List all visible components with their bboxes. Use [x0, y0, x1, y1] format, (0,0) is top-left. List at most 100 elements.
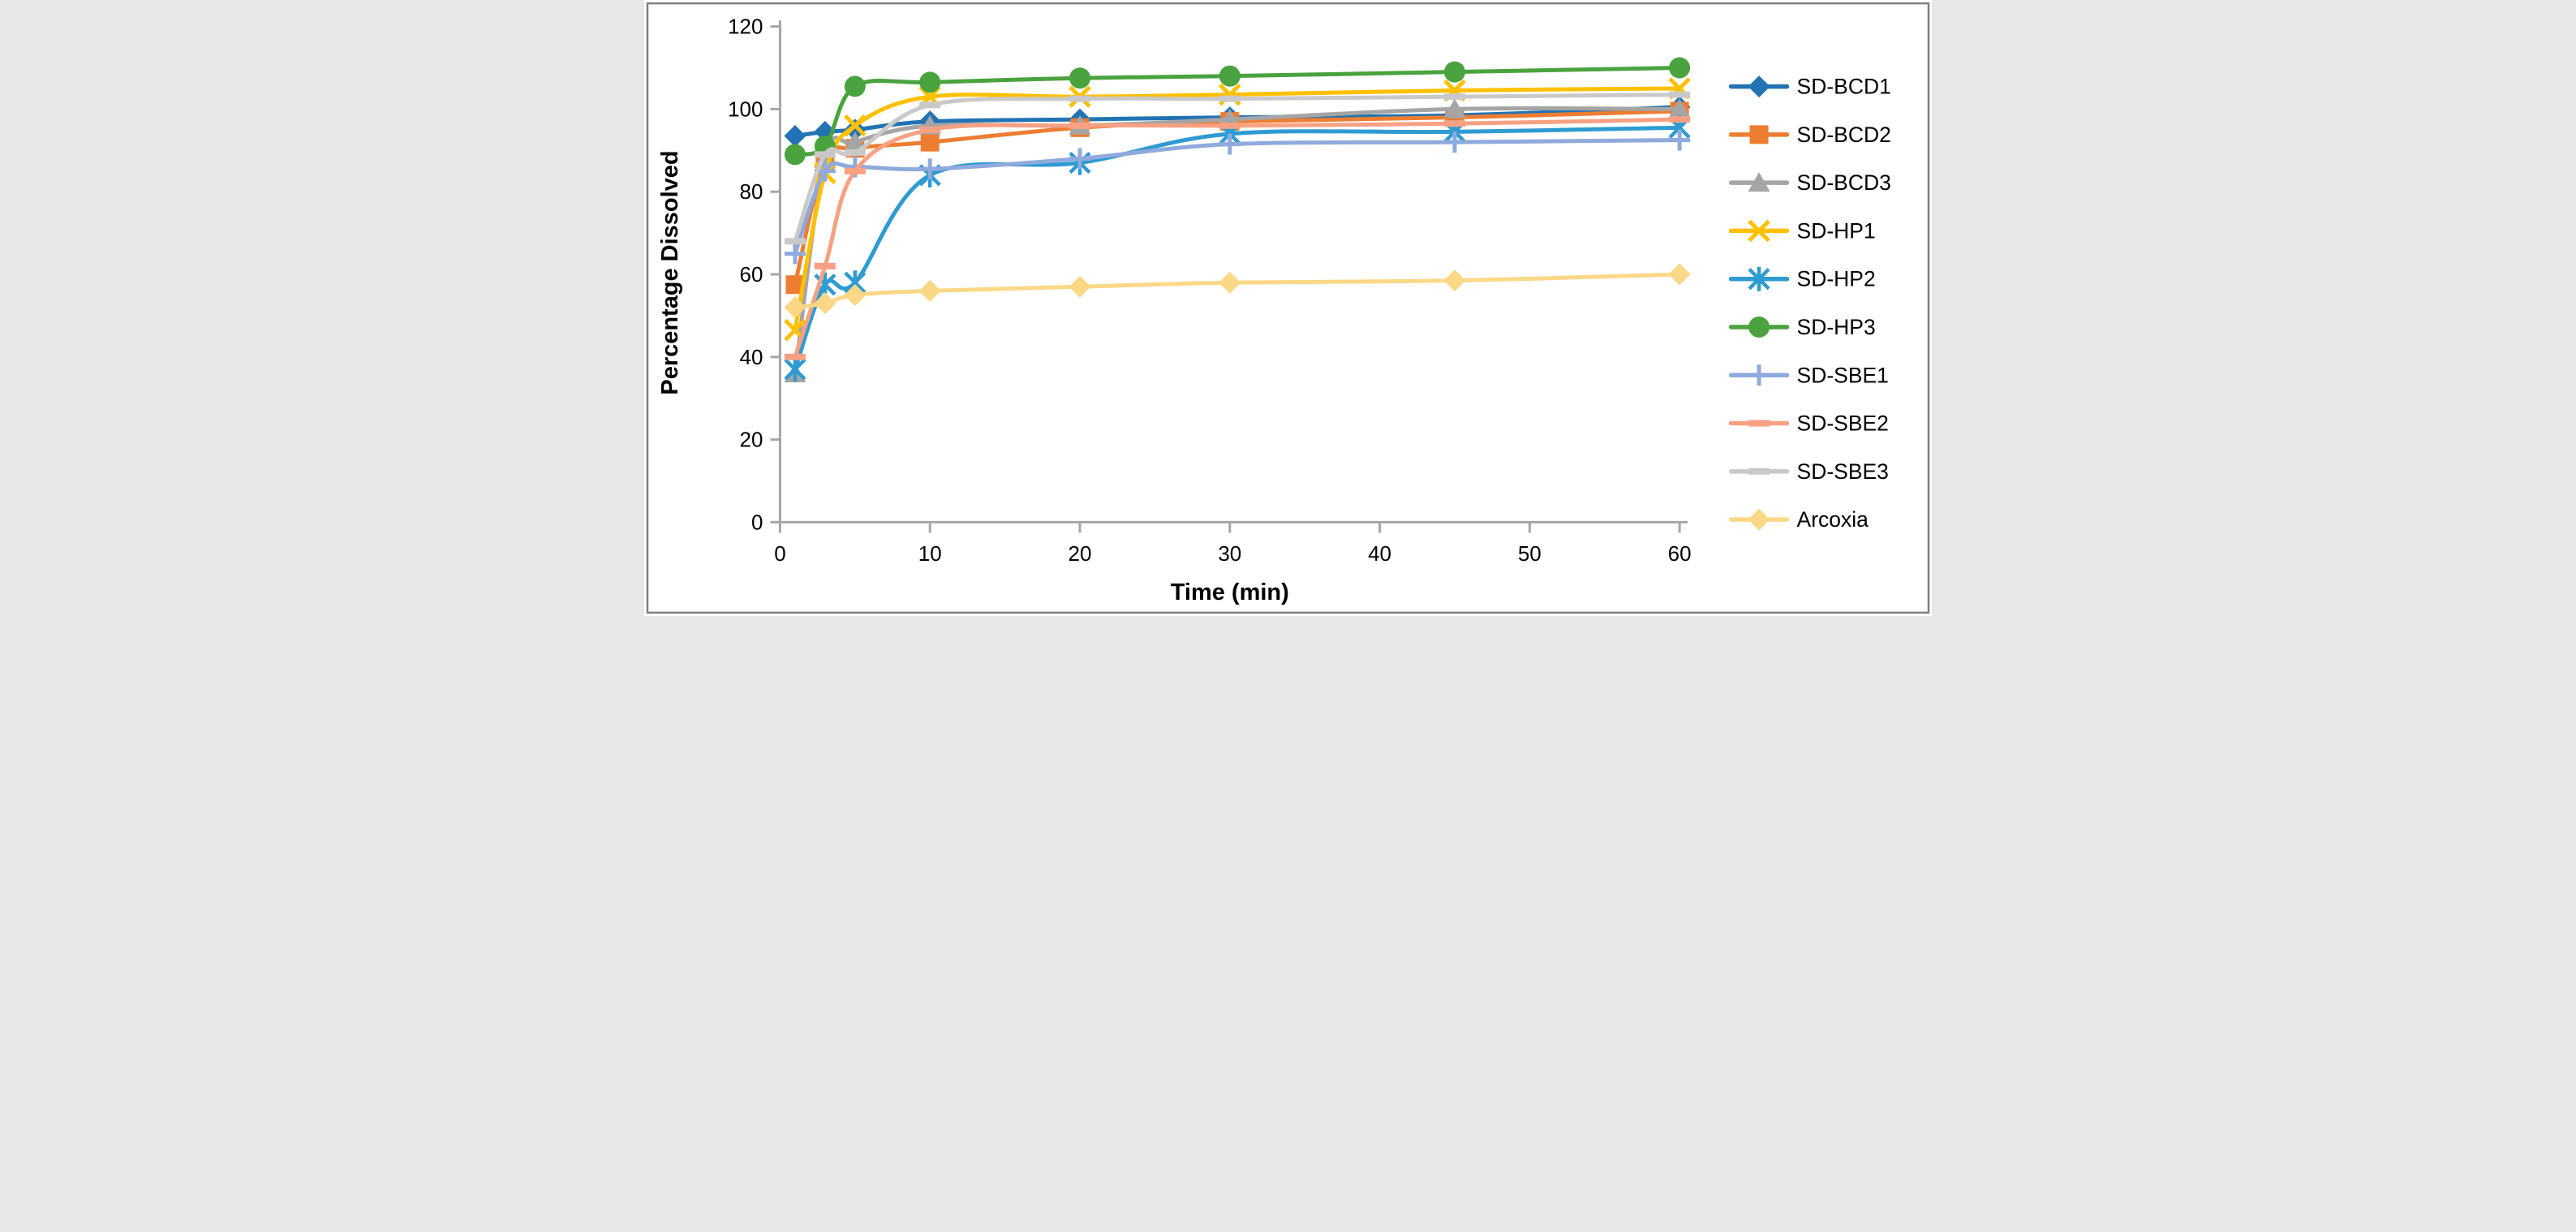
- legend-item-sd-bcd3: SD-BCD3: [1728, 170, 1891, 195]
- series-line: [793, 105, 1682, 138]
- asterisk-marker: [784, 357, 806, 382]
- legend-item-sd-sbe3: SD-SBE3: [1728, 459, 1889, 484]
- legend-label: SD-SBE1: [1797, 363, 1889, 387]
- square-marker: [920, 132, 940, 152]
- legend-item-arcoxia: Arcoxia: [1728, 507, 1869, 532]
- triangle-marker: [1748, 172, 1770, 192]
- plus-marker: [1219, 133, 1241, 155]
- series-arcoxia: [784, 263, 1691, 319]
- circle-marker: [1748, 316, 1770, 338]
- series-sd-hp3: [784, 57, 1691, 166]
- diamond-marker: [814, 292, 836, 315]
- diamond-marker: [784, 125, 806, 147]
- legend-item-sd-sbe1: SD-SBE1: [1728, 363, 1889, 387]
- dash-marker: [814, 262, 836, 269]
- dash-marker: [844, 149, 866, 156]
- dash-marker: [1748, 467, 1770, 475]
- figure-border: [646, 2, 1930, 614]
- x-marker: [844, 114, 867, 137]
- y-tick-label: 0: [751, 510, 763, 534]
- asterisk-marker: [1748, 266, 1770, 291]
- diamond-marker: [844, 118, 867, 141]
- series-line: [793, 125, 1682, 372]
- x-axis-tick-labels: 0 10 20 30 40 50 60: [774, 541, 1691, 566]
- diamond-marker: [918, 279, 941, 302]
- dash-marker: [919, 101, 941, 109]
- dash-marker: [1219, 95, 1241, 102]
- legend-label: SD-HP1: [1797, 218, 1876, 243]
- circle-marker: [784, 144, 806, 166]
- y-tick-label: 60: [740, 262, 763, 286]
- plus-marker: [1748, 364, 1770, 386]
- dash-marker: [1069, 122, 1090, 129]
- plus-marker: [1069, 148, 1090, 170]
- diamond-marker: [1748, 508, 1770, 531]
- legend-label: SD-SBE2: [1797, 411, 1889, 436]
- series-sd-sbe2: [784, 116, 1691, 360]
- legend-item-sd-sbe2: SD-SBE2: [1728, 411, 1889, 436]
- plus-marker: [1669, 129, 1691, 151]
- legend-label: Arcoxia: [1797, 507, 1869, 532]
- plot-canvas: 0 20 40 60 80 100 120 0 10 20 30 40 50 60 Percentage…: [646, 2, 1930, 614]
- legend: SD-BCD1 SD-BCD2 SD-BCD3 SD-HP1 SD-HP2 SD-HP3 S…: [1728, 75, 1891, 532]
- legend-label: SD-SBE3: [1797, 459, 1889, 484]
- x-tick-label: 60: [1668, 541, 1692, 566]
- legend-item-sd-bcd2: SD-BCD2: [1728, 123, 1891, 147]
- y-tick-label: 40: [740, 345, 763, 369]
- series-line: [793, 272, 1682, 310]
- dash-marker: [1748, 420, 1770, 427]
- x-tick-label: 50: [1518, 541, 1542, 566]
- dash-marker: [844, 167, 866, 174]
- dash-marker: [784, 238, 806, 245]
- dash-marker: [1069, 95, 1090, 102]
- legend-label: SD-BCD3: [1797, 170, 1891, 195]
- diamond-marker: [1443, 269, 1466, 292]
- dash-marker: [784, 353, 806, 360]
- axes: [770, 20, 1688, 533]
- dissolution-chart-figure: 0 20 40 60 80 100 120 0 10 20 30 40 50 60 Percentage…: [644, 0, 1932, 616]
- x-tick-label: 10: [918, 541, 942, 566]
- dash-marker: [919, 126, 941, 133]
- y-axis-title: Percentage Dissolved: [657, 150, 683, 394]
- series-sd-sbe1: [784, 129, 1691, 265]
- series-line: [793, 117, 1682, 360]
- legend-label: SD-HP2: [1797, 267, 1876, 291]
- dash-marker: [1669, 91, 1691, 98]
- diamond-marker: [1748, 75, 1770, 98]
- y-tick-label: 100: [728, 97, 763, 121]
- x-marker: [1748, 219, 1770, 243]
- dash-marker: [1219, 122, 1241, 129]
- diamond-marker: [1069, 275, 1091, 298]
- legend-item-sd-hp2: SD-HP2: [1728, 266, 1876, 291]
- legend-label: SD-HP3: [1797, 315, 1876, 339]
- triangle-marker: [844, 131, 867, 152]
- legend-item-sd-hp3: SD-HP3: [1728, 315, 1876, 339]
- dash-marker: [1443, 93, 1465, 101]
- plus-marker: [919, 158, 941, 180]
- dash-marker: [1443, 120, 1465, 127]
- legend-item-sd-bcd1: SD-BCD1: [1728, 75, 1891, 99]
- legend-label: SD-BCD2: [1797, 123, 1891, 147]
- circle-marker: [1219, 65, 1241, 87]
- diamond-marker: [1668, 263, 1691, 286]
- series-line: [793, 138, 1682, 256]
- triangle-marker: [1443, 98, 1466, 118]
- x-tick-label: 30: [1218, 541, 1241, 566]
- x-axis-title: Time (min): [1171, 579, 1289, 605]
- plus-marker: [784, 243, 806, 265]
- x-tick-label: 40: [1368, 541, 1391, 566]
- dash-marker: [1669, 116, 1691, 123]
- circle-marker: [1669, 57, 1691, 79]
- circle-marker: [844, 75, 866, 97]
- diamond-marker: [784, 296, 806, 319]
- circle-marker: [1443, 61, 1465, 83]
- triangle-marker: [1668, 98, 1691, 118]
- circle-marker: [1069, 67, 1090, 89]
- square-marker: [785, 275, 805, 295]
- y-axis-tick-labels: 0 20 40 60 80 100 120: [728, 15, 763, 535]
- series-sd-hp2: [784, 115, 1691, 382]
- legend-item-sd-hp1: SD-HP1: [1728, 218, 1876, 243]
- series-sd-sbe3: [784, 91, 1691, 245]
- y-tick-label: 120: [728, 15, 763, 39]
- y-tick-label: 20: [740, 428, 763, 452]
